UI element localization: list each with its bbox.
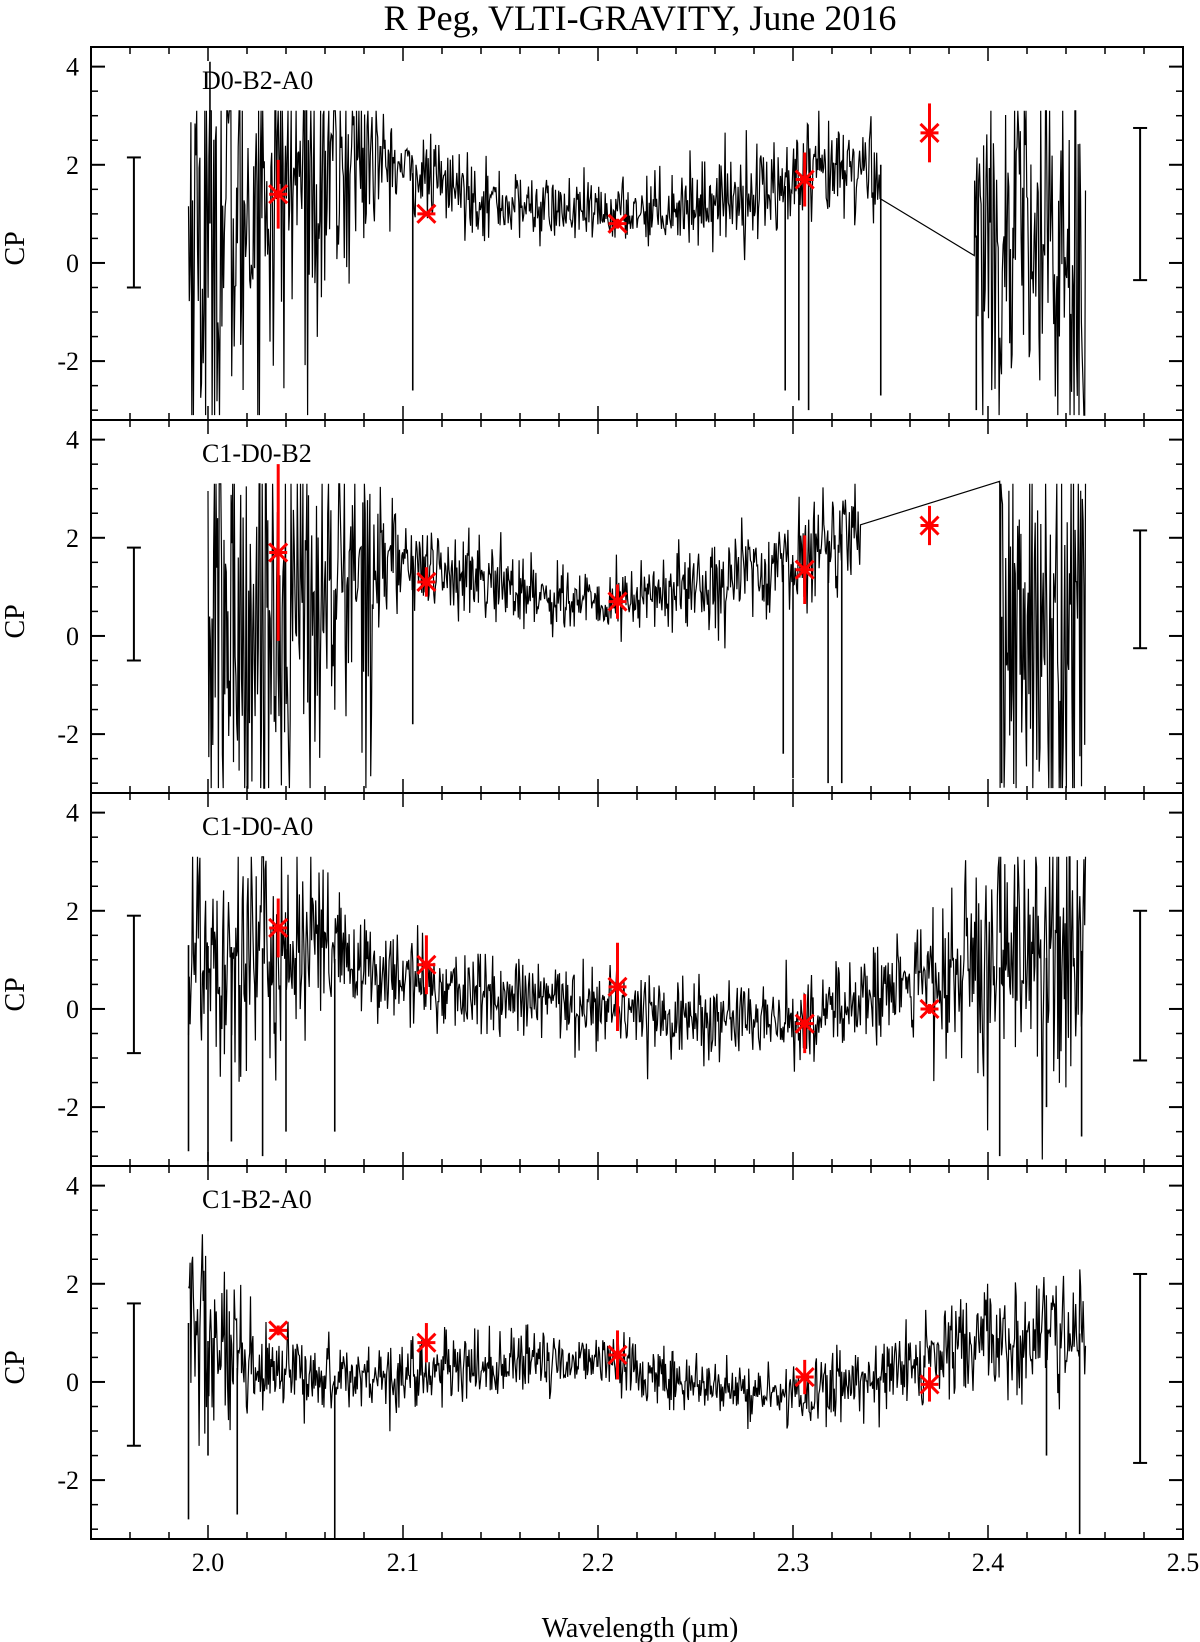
left-error-bar (126, 546, 141, 662)
y-axis-label: CP (0, 1350, 31, 1384)
model-point (416, 1323, 437, 1363)
right-error-bar (1133, 126, 1148, 282)
right-error-bar (1133, 529, 1148, 650)
baseline-label: C1-D0-B2 (202, 439, 312, 468)
left-error-bar (126, 914, 141, 1055)
y-tick-label: 2 (66, 1270, 79, 1299)
model-point (607, 942, 628, 1032)
y-tick-label: 4 (66, 799, 79, 828)
y-tick-label: 2 (66, 897, 79, 926)
right-error-bar (1133, 909, 1148, 1062)
y-tick-label: -2 (57, 1093, 79, 1122)
model-point (607, 1330, 628, 1380)
panel-4: 4 2 0 -2 CP C1-B2-A0 (0, 1165, 1184, 1540)
left-error-bar (126, 156, 141, 289)
model-point (416, 203, 437, 224)
model-point (607, 584, 628, 619)
y-tick-label: 2 (66, 524, 79, 553)
model-point (919, 998, 940, 1020)
y-tick-label: 0 (66, 249, 79, 278)
y-tick-label: 0 (66, 1368, 79, 1397)
panel-frame (90, 1165, 1184, 1540)
y-tick-label: 4 (66, 426, 79, 455)
y-tick-label: 0 (66, 622, 79, 651)
y-tick-label: -2 (57, 1466, 79, 1495)
y-tick-label: 0 (66, 995, 79, 1024)
y-axis-label: CP (0, 231, 31, 265)
x-tick-label: 2.1 (387, 1548, 420, 1577)
y-tick-label: 4 (66, 1172, 79, 1201)
y-tick-label: 2 (66, 151, 79, 180)
x-tick-label: 2.5 (1167, 1548, 1200, 1577)
x-tick-label: 2.3 (777, 1548, 810, 1577)
x-tick-label: 2.2 (582, 1548, 615, 1577)
model-point (607, 213, 628, 234)
right-error-bar (1133, 1272, 1148, 1464)
panels-layer: 4 2 0 -2 CP D0-B2-A0 4 2 0 -2 CP C1-D0-B2 4 2 0 -2 CP C1-… (0, 46, 1184, 1540)
model-point (794, 994, 815, 1054)
model-point (919, 505, 940, 546)
y-tick-label: -2 (57, 347, 79, 376)
y-axis-label: CP (0, 604, 31, 638)
y-tick-label: 4 (66, 53, 79, 82)
x-axis-label: Wavelength (µm) (542, 1613, 739, 1642)
model-point (794, 1359, 815, 1395)
baseline-label: D0-B2-A0 (202, 66, 313, 95)
model-point (794, 535, 815, 605)
baseline-label: C1-D0-A0 (202, 812, 313, 841)
spectrum-line (187, 110, 1087, 416)
panel-2: 4 2 0 -2 CP C1-D0-B2 (0, 419, 1184, 794)
x-tick-label: 2.0 (192, 1548, 225, 1577)
model-point (268, 1320, 289, 1341)
y-tick-label: -2 (57, 720, 79, 749)
panel-1: 4 2 0 -2 CP D0-B2-A0 (0, 46, 1184, 421)
model-point (919, 103, 940, 163)
left-error-bar (126, 1302, 141, 1447)
x-tick-label: 2.4 (972, 1548, 1005, 1577)
model-point (416, 935, 437, 995)
baseline-label: C1-B2-A0 (202, 1185, 312, 1214)
x-axis: 2.0 2.1 2.2 2.3 2.4 2.5 (192, 1548, 1200, 1577)
y-axis-label: CP (0, 977, 31, 1011)
model-point (919, 1367, 940, 1402)
model-point (268, 464, 289, 641)
spectrum-line (187, 856, 1087, 1160)
model-point (416, 567, 437, 597)
spectrum-line (207, 480, 1087, 789)
model-point (268, 159, 289, 229)
chart-title: R Peg, VLTI-GRAVITY, June 2016 (384, 0, 897, 38)
model-point (794, 152, 815, 207)
panel-3: 4 2 0 -2 CP C1-D0-A0 (0, 792, 1184, 1167)
spectrum-line (187, 1234, 1087, 1446)
model-point (268, 898, 289, 958)
